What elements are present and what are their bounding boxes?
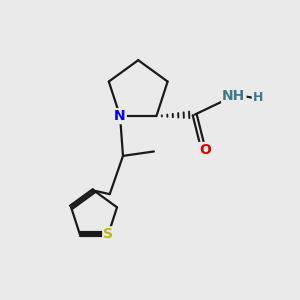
Text: NH: NH bbox=[222, 89, 245, 103]
Text: N: N bbox=[114, 109, 126, 123]
Text: O: O bbox=[199, 143, 211, 157]
Text: S: S bbox=[103, 227, 113, 241]
Text: H: H bbox=[253, 92, 263, 104]
